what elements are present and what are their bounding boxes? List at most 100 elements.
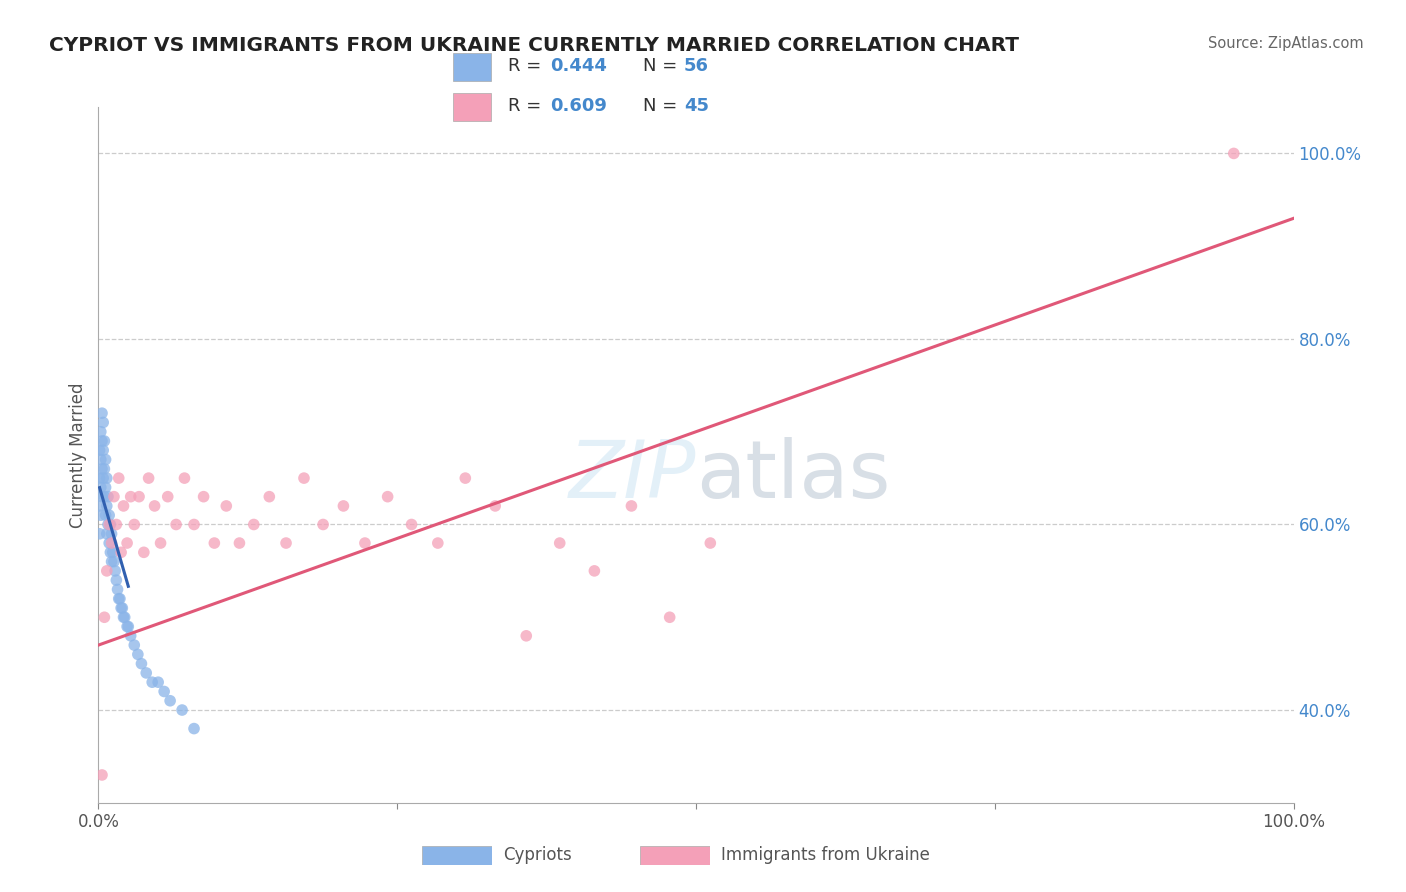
Point: [97, 490, 120, 504]
Y-axis label: Currently Married: Currently Married: [69, 382, 87, 528]
Point: [354, 536, 377, 550]
Text: Immigrants from Ukraine: Immigrants from Ukraine: [721, 847, 931, 864]
Point: [91, 416, 114, 430]
Point: [93, 490, 115, 504]
Point: [98, 517, 121, 532]
Point: [100, 555, 122, 569]
Text: R =: R =: [509, 57, 547, 75]
Point: [91, 434, 114, 448]
Point: [107, 471, 129, 485]
Text: 56: 56: [685, 57, 709, 75]
Point: [128, 490, 150, 504]
Point: [228, 536, 250, 550]
Point: [93, 462, 115, 476]
Point: [96, 564, 118, 578]
Point: [202, 536, 225, 550]
Point: [173, 471, 195, 485]
Point: [132, 545, 155, 559]
Point: [90, 480, 112, 494]
Text: Source: ZipAtlas.com: Source: ZipAtlas.com: [1208, 36, 1364, 51]
Point: [91, 406, 114, 420]
Point: [91, 443, 114, 458]
Point: [105, 573, 128, 587]
Point: [101, 545, 124, 559]
Text: 0.609: 0.609: [550, 97, 606, 115]
Point: [94, 480, 117, 494]
Point: [100, 536, 122, 550]
Point: [115, 619, 138, 633]
Point: [274, 536, 297, 550]
Point: [148, 675, 170, 690]
Point: [292, 471, 315, 485]
Point: [138, 471, 160, 485]
FancyBboxPatch shape: [422, 846, 492, 865]
Point: [111, 601, 134, 615]
Point: [112, 499, 135, 513]
Text: R =: R =: [509, 97, 547, 115]
Point: [117, 619, 139, 633]
Point: [120, 629, 142, 643]
Point: [91, 490, 114, 504]
Point: [153, 684, 176, 698]
Point: [90, 508, 112, 523]
Point: [127, 648, 149, 662]
Point: [91, 462, 114, 476]
Point: [583, 564, 606, 578]
Point: [149, 536, 172, 550]
Point: [115, 536, 138, 550]
Point: [107, 591, 129, 606]
Point: [98, 517, 122, 532]
Point: [183, 517, 205, 532]
Text: N =: N =: [643, 57, 683, 75]
Point: [93, 434, 115, 448]
Point: [426, 536, 449, 550]
Point: [96, 499, 118, 513]
Point: [105, 517, 128, 532]
FancyBboxPatch shape: [640, 846, 710, 865]
Text: 0.444: 0.444: [550, 57, 606, 75]
Point: [120, 490, 142, 504]
Point: [156, 490, 179, 504]
Point: [183, 722, 205, 736]
Point: [94, 508, 117, 523]
Point: [103, 555, 125, 569]
Point: [143, 499, 166, 513]
Point: [141, 675, 163, 690]
Point: [124, 517, 146, 532]
Point: [377, 490, 399, 504]
Point: [243, 517, 266, 532]
Point: [97, 517, 120, 532]
FancyBboxPatch shape: [453, 54, 491, 81]
Point: [193, 490, 215, 504]
Text: 45: 45: [685, 97, 709, 115]
Point: [110, 601, 132, 615]
Point: [89, 499, 111, 513]
Point: [135, 665, 157, 680]
Text: Cypriots: Cypriots: [503, 847, 572, 864]
Point: [699, 536, 721, 550]
Point: [100, 526, 122, 541]
Point: [93, 610, 115, 624]
Text: CYPRIOT VS IMMIGRANTS FROM UKRAINE CURRENTLY MARRIED CORRELATION CHART: CYPRIOT VS IMMIGRANTS FROM UKRAINE CURRE…: [49, 36, 1019, 54]
Point: [484, 499, 506, 513]
Point: [90, 425, 112, 439]
Point: [620, 499, 643, 513]
Point: [112, 610, 135, 624]
Point: [96, 526, 118, 541]
Point: [172, 703, 194, 717]
Point: [1222, 146, 1246, 161]
Point: [98, 536, 121, 550]
Point: [259, 490, 281, 504]
Point: [91, 768, 114, 782]
Point: [124, 638, 146, 652]
Point: [454, 471, 477, 485]
Point: [89, 471, 111, 485]
Point: [312, 517, 335, 532]
Text: atlas: atlas: [696, 437, 890, 515]
Point: [515, 629, 537, 643]
Point: [131, 657, 153, 671]
Point: [89, 526, 111, 541]
Point: [108, 591, 131, 606]
Point: [110, 545, 132, 559]
FancyBboxPatch shape: [453, 93, 491, 120]
